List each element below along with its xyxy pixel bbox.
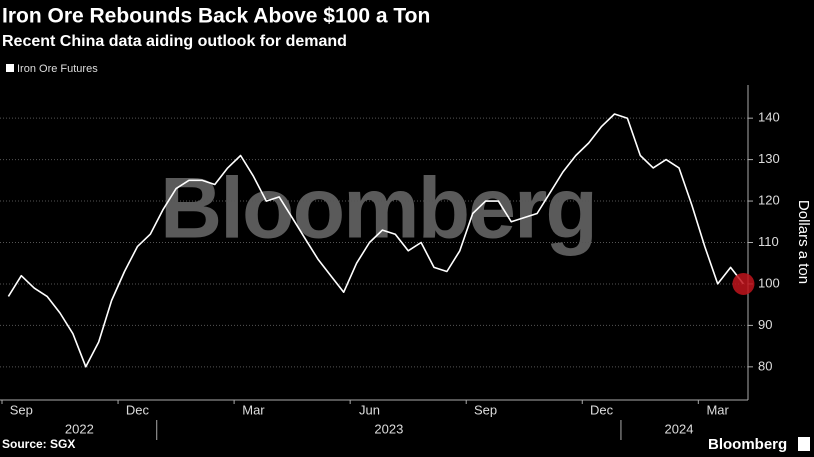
series-line [7, 113, 745, 368]
y-axis-label: Dollars a ton [795, 200, 812, 284]
source: Source: SGX [2, 437, 75, 451]
y-tick-label: 110 [758, 234, 779, 249]
x-tick-label: Sep [474, 402, 497, 417]
y-tick-label: 140 [758, 110, 780, 125]
chart-title: Iron Ore Rebounds Back Above $100 a Ton [2, 5, 430, 28]
y-tick-label: 130 [758, 151, 780, 166]
legend-label: Iron Ore Futures [17, 63, 98, 75]
watermark: Bloomberg [160, 161, 596, 257]
year-label: 2022 [65, 421, 94, 436]
last-point-highlight [732, 272, 755, 295]
brand: Bloomberg [708, 436, 787, 453]
year-label: 2024 [665, 421, 694, 436]
x-tick-label: Dec [590, 402, 614, 417]
x-tick-label: Mar [242, 402, 265, 417]
chart-subtitle: Recent China data aiding outlook for dem… [2, 33, 347, 50]
brand-icon [798, 437, 810, 451]
legend-swatch [6, 64, 14, 72]
x-tick-label: Mar [706, 402, 729, 417]
y-tick-label: 90 [758, 317, 772, 332]
x-tick-label: Dec [126, 402, 150, 417]
x-tick-label: Jun [359, 402, 380, 417]
y-tick-label: 100 [758, 275, 780, 290]
y-tick-label: 120 [758, 192, 780, 207]
y-tick-label: 80 [758, 358, 772, 373]
year-label: 2023 [374, 421, 403, 436]
x-tick-label: Sep [10, 402, 33, 417]
